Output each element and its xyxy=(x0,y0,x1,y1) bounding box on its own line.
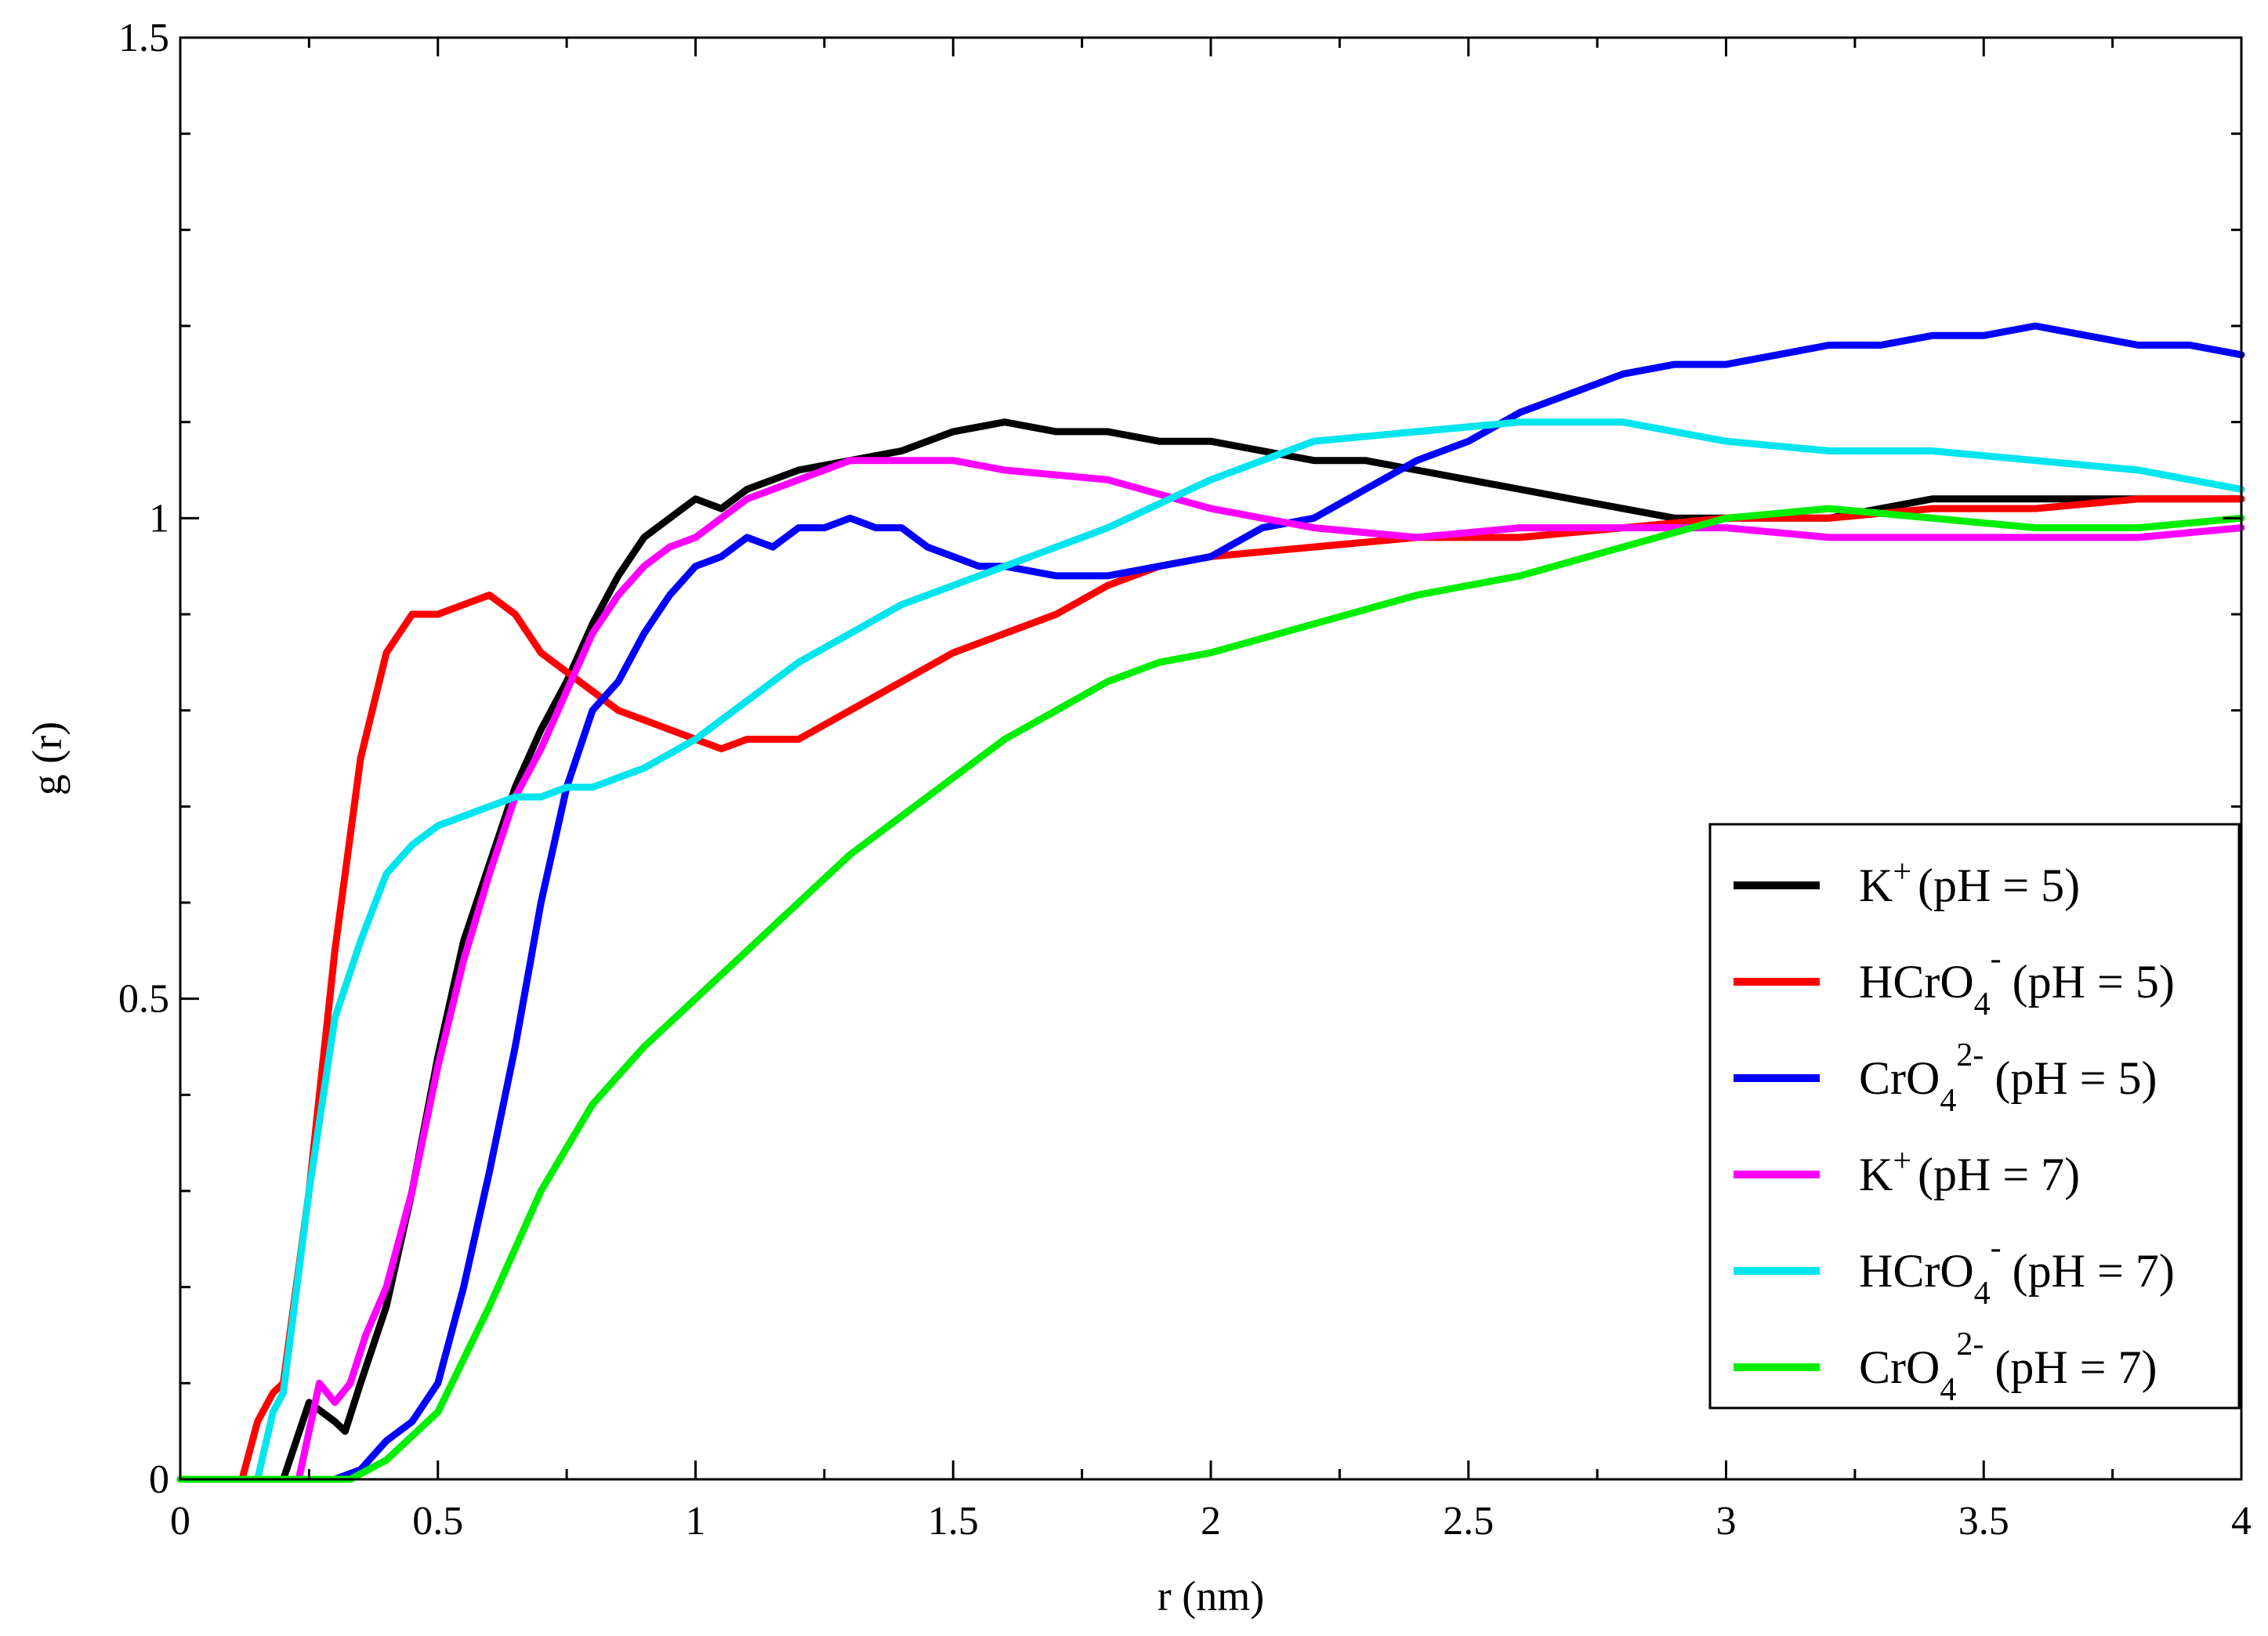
x-tick-label: 0.5 xyxy=(412,1499,463,1544)
y-tick-label: 0 xyxy=(149,1457,169,1502)
y-axis-title: g (r) xyxy=(24,722,71,795)
x-tick-label: 2 xyxy=(1201,1499,1221,1544)
legend-label: HCrO4- (pH = 5) xyxy=(1859,941,2175,1022)
legend-label: CrO42- (pH = 7) xyxy=(1859,1327,2157,1408)
x-tick-label: 3.5 xyxy=(1958,1499,2009,1544)
x-tick-label: 0 xyxy=(170,1499,190,1544)
y-tick-label: 1.5 xyxy=(118,16,169,60)
x-tick-label: 2.5 xyxy=(1443,1499,1494,1544)
x-axis-title: r (nm) xyxy=(1158,1573,1264,1620)
series-line-6 xyxy=(176,505,2245,1483)
legend-label: CrO42- (pH = 5) xyxy=(1859,1037,2157,1119)
x-tick-label: 1.5 xyxy=(928,1499,979,1544)
series-layer xyxy=(176,322,2245,1483)
legend-label: K+ (pH = 7) xyxy=(1859,1143,2080,1200)
series-line-4 xyxy=(176,457,2245,1483)
legend-box xyxy=(1708,823,2241,1410)
x-tick-label: 1 xyxy=(686,1499,706,1544)
y-tick-label: 1 xyxy=(149,496,169,541)
y-tick-label: 0.5 xyxy=(118,977,169,1022)
x-tick-label: 3 xyxy=(1716,1499,1737,1544)
ticks-layer: 0 0.5 1 1.5 2 2.5 3 3.5 4 0 0.5 1 1.5 xyxy=(118,16,2252,1544)
x-tick-label: 4 xyxy=(2231,1499,2252,1544)
series-line-2 xyxy=(176,495,2245,1483)
series-line-3 xyxy=(176,322,2245,1483)
legend-label: K+ (pH = 5) xyxy=(1859,854,2080,911)
series-line-5 xyxy=(176,418,2245,1483)
legend: K+ (pH = 5) HCrO4- (pH = 5) CrO42- (pH = 5) K+… xyxy=(1708,823,2241,1410)
legend-items: K+ (pH = 5) HCrO4- (pH = 5) CrO42- (pH = 5) K+… xyxy=(1734,854,2175,1408)
legend-label: HCrO4- (pH = 7) xyxy=(1859,1230,2175,1312)
